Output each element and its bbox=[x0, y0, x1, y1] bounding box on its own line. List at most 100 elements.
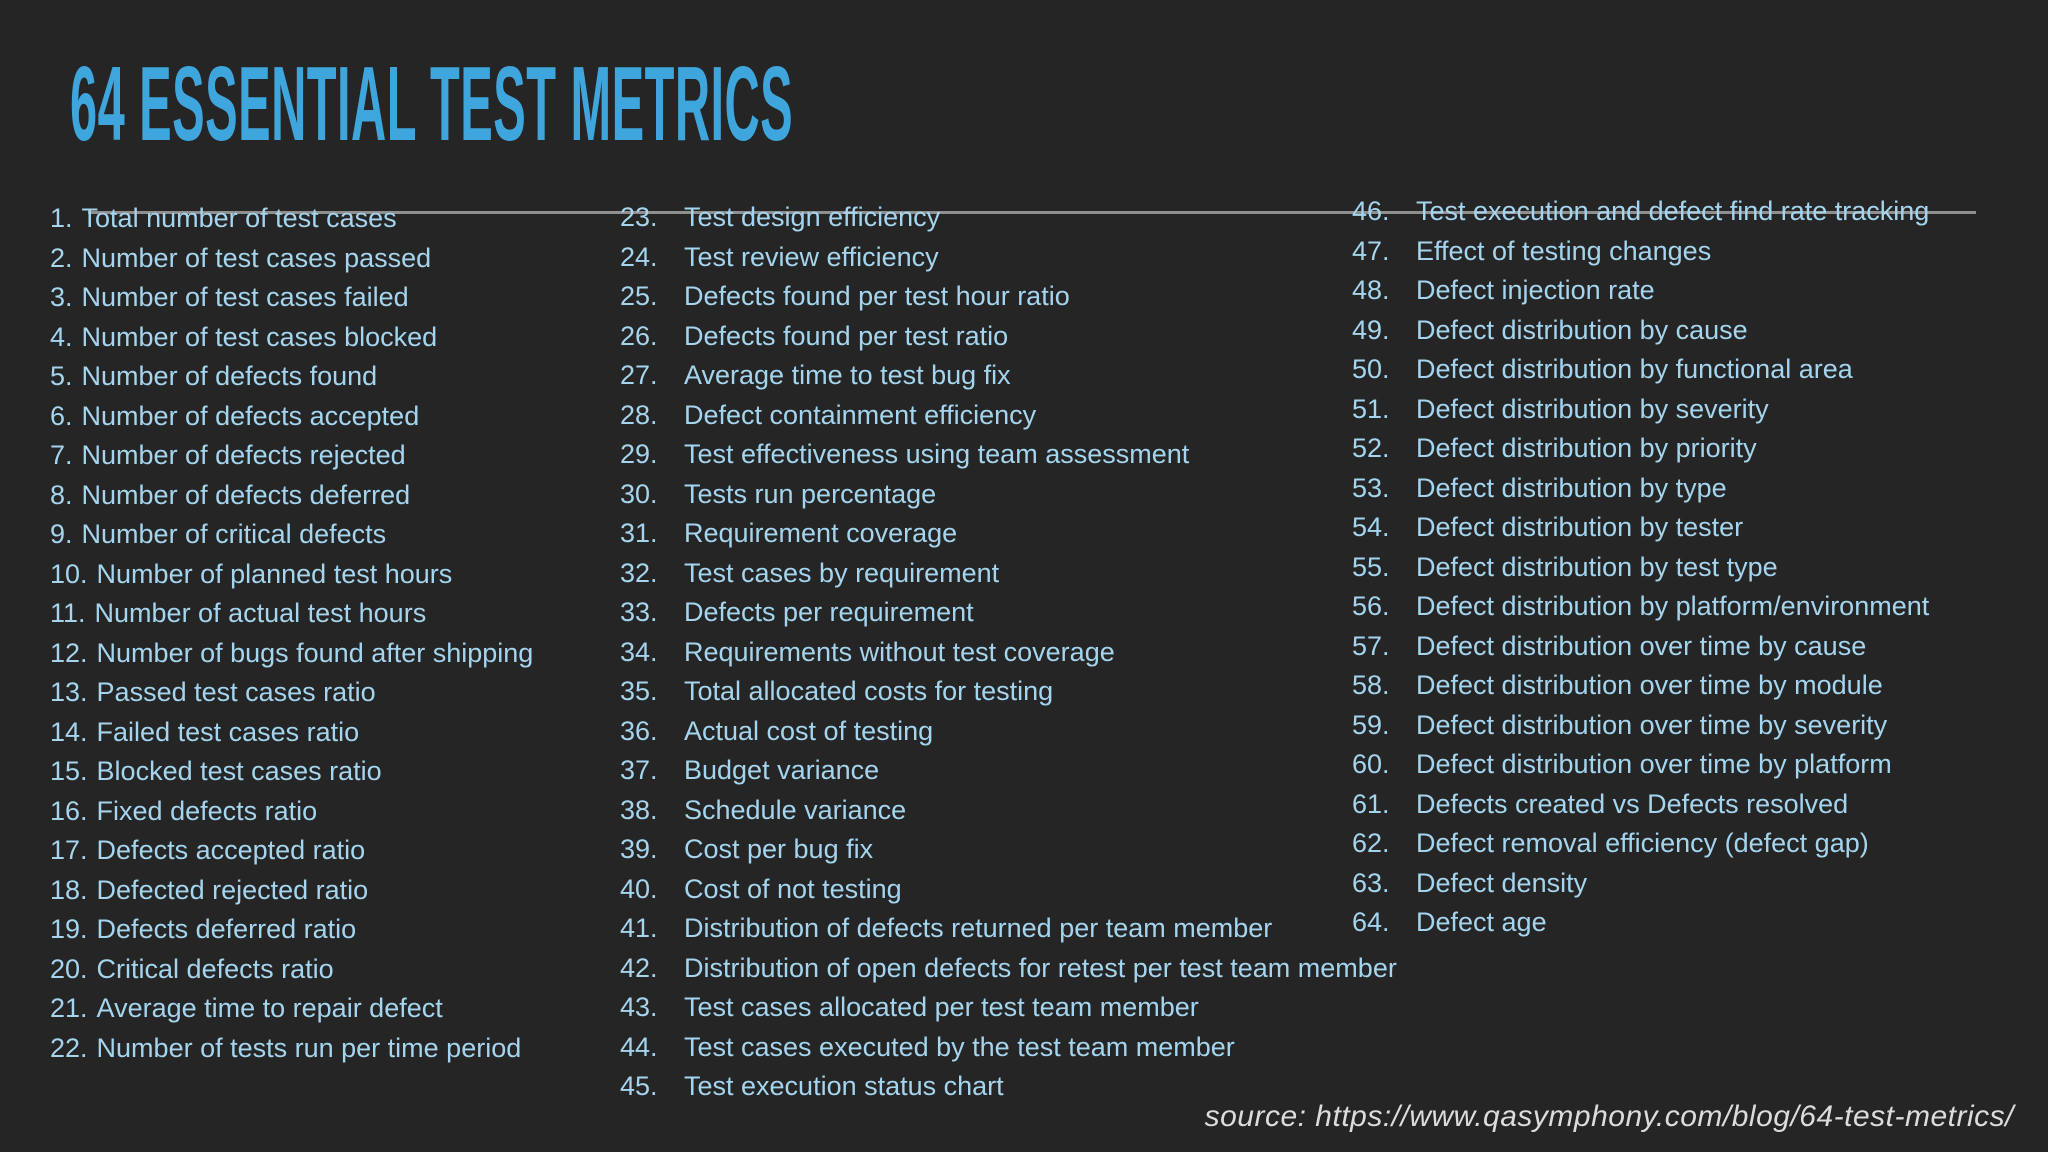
item-number: 61. bbox=[1352, 788, 1390, 819]
item-label: Test design efficiency bbox=[684, 202, 941, 232]
item-label: Average time to test bug fix bbox=[684, 360, 1011, 390]
item-number: 47. bbox=[1352, 235, 1390, 266]
list-item: 18. Defected rejected ratio bbox=[50, 871, 533, 911]
item-label: Defects found per test ratio bbox=[684, 320, 1009, 351]
item-label: Defects accepted ratio bbox=[96, 835, 366, 865]
item-number: 21. bbox=[50, 993, 88, 1023]
item-label: Requirements without test coverage bbox=[684, 636, 1115, 667]
item-number: 25. bbox=[620, 281, 658, 311]
item-number: 17. bbox=[50, 835, 88, 865]
item-number: 14. bbox=[50, 716, 88, 747]
item-number: 24. bbox=[620, 241, 658, 272]
list-item: 62. Defect removal efficiency (defect gap… bbox=[1352, 824, 1929, 864]
item-label: Average time to repair defect bbox=[96, 993, 443, 1023]
list-item: 56. Defect distribution by platform/envir… bbox=[1352, 587, 1929, 627]
item-label: Test review efficiency bbox=[684, 241, 939, 272]
list-item: 51. Defect distribution by severity bbox=[1352, 390, 1929, 430]
item-number: 53. bbox=[1352, 472, 1390, 503]
list-item: 3. Number of test cases failed bbox=[50, 278, 533, 318]
item-number: 7. bbox=[50, 440, 73, 470]
item-label: Defect distribution over time by cause bbox=[1416, 630, 1867, 661]
item-number: 19. bbox=[50, 914, 88, 944]
item-label: Defect distribution by severity bbox=[1416, 393, 1769, 424]
item-label: Defect distribution by test type bbox=[1416, 551, 1778, 582]
item-label: Defect removal efficiency (defect gap) bbox=[1416, 828, 1869, 858]
list-item: 38. Schedule variance bbox=[620, 791, 1397, 831]
item-label: Defect distribution over time by severit… bbox=[1416, 709, 1888, 740]
list-item: 49. Defect distribution by cause bbox=[1352, 311, 1929, 351]
list-item: 60. Defect distribution over time by plat… bbox=[1352, 745, 1929, 785]
list-item: 6. Number of defects accepted bbox=[50, 397, 533, 437]
list-item: 29. Test effectiveness using team assessm… bbox=[620, 435, 1397, 475]
list-item: 22. Number of tests run per time period bbox=[50, 1029, 533, 1069]
item-label: Defect distribution by type bbox=[1416, 472, 1727, 503]
list-item: 8. Number of defects deferred bbox=[50, 476, 533, 516]
item-label: Test cases executed by the test team mem… bbox=[684, 1031, 1235, 1062]
list-item: 17. Defects accepted ratio bbox=[50, 831, 533, 871]
list-item: 30. Tests run percentage bbox=[620, 475, 1397, 515]
item-label: Distribution of defects returned per tea… bbox=[684, 913, 1273, 943]
item-label: Number of test cases blocked bbox=[81, 321, 438, 352]
item-number: 59. bbox=[1352, 709, 1390, 740]
item-number: 36. bbox=[620, 715, 658, 746]
item-number: 54. bbox=[1352, 512, 1390, 542]
item-number: 50. bbox=[1352, 354, 1390, 384]
item-number: 6. bbox=[50, 400, 73, 431]
list-item: 7. Number of defects rejected bbox=[50, 436, 533, 476]
list-item: 59. Defect distribution over time by seve… bbox=[1352, 706, 1929, 746]
item-label: Number of planned test hours bbox=[96, 558, 453, 589]
item-number: 42. bbox=[620, 952, 658, 983]
item-label: Defect distribution by functional area bbox=[1416, 354, 1853, 384]
item-number: 56. bbox=[1352, 591, 1390, 621]
item-label: Number of critical defects bbox=[81, 519, 387, 549]
item-number: 33. bbox=[620, 597, 658, 627]
list-item: 13. Passed test cases ratio bbox=[50, 673, 533, 713]
item-label: Defected rejected ratio bbox=[96, 874, 369, 905]
list-item: 28. Defect containment efficiency bbox=[620, 396, 1397, 436]
item-number: 35. bbox=[620, 676, 658, 706]
list-item: 26. Defects found per test ratio bbox=[620, 317, 1397, 357]
list-item: 42. Distribution of open defects for rete… bbox=[620, 949, 1397, 989]
item-number: 15. bbox=[50, 756, 88, 786]
item-number: 27. bbox=[620, 360, 658, 390]
item-number: 55. bbox=[1352, 551, 1390, 582]
item-number: 30. bbox=[620, 478, 658, 509]
item-label: Defect distribution over time by platfor… bbox=[1416, 749, 1892, 779]
item-label: Number of defects deferred bbox=[81, 479, 411, 510]
item-label: Defect distribution by cause bbox=[1416, 314, 1748, 345]
item-number: 1. bbox=[50, 203, 73, 233]
list-item: 48. Defect injection rate bbox=[1352, 271, 1929, 311]
list-item: 16. Fixed defects ratio bbox=[50, 792, 533, 832]
list-item: 4. Number of test cases blocked bbox=[50, 318, 533, 358]
item-label: Failed test cases ratio bbox=[96, 716, 360, 747]
list-item: 24. Test review efficiency bbox=[620, 238, 1397, 278]
item-number: 63. bbox=[1352, 867, 1390, 898]
item-label: Effect of testing changes bbox=[1416, 235, 1712, 266]
list-item: 63. Defect density bbox=[1352, 864, 1929, 904]
item-number: 51. bbox=[1352, 393, 1390, 424]
list-item: 46. Test execution and defect find rate t… bbox=[1352, 192, 1929, 232]
item-number: 2. bbox=[50, 242, 73, 273]
item-number: 5. bbox=[50, 361, 73, 391]
item-number: 39. bbox=[620, 834, 658, 864]
list-item: 35. Total allocated costs for testing bbox=[620, 672, 1397, 712]
item-number: 34. bbox=[620, 636, 658, 667]
item-label: Test effectiveness using team assessment bbox=[684, 439, 1190, 469]
item-label: Number of actual test hours bbox=[94, 598, 427, 628]
list-item: 40. Cost of not testing bbox=[620, 870, 1397, 910]
item-number: 41. bbox=[620, 913, 658, 943]
item-number: 31. bbox=[620, 518, 658, 548]
list-item: 54. Defect distribution by tester bbox=[1352, 508, 1929, 548]
item-number: 52. bbox=[1352, 433, 1390, 463]
item-label: Test cases by requirement bbox=[684, 557, 1000, 588]
item-label: Defects created vs Defects resolved bbox=[1416, 788, 1849, 819]
item-number: 44. bbox=[620, 1031, 658, 1062]
list-item: 9. Number of critical defects bbox=[50, 515, 533, 555]
list-item: 47. Effect of testing changes bbox=[1352, 232, 1929, 272]
item-label: Number of defects rejected bbox=[81, 440, 406, 470]
item-label: Defects per requirement bbox=[684, 597, 974, 627]
item-number: 49. bbox=[1352, 314, 1390, 345]
metrics-column-2: 23. Test design efficiency 24. Test review … bbox=[620, 198, 1397, 1107]
list-item: 53. Defect distribution by type bbox=[1352, 469, 1929, 509]
